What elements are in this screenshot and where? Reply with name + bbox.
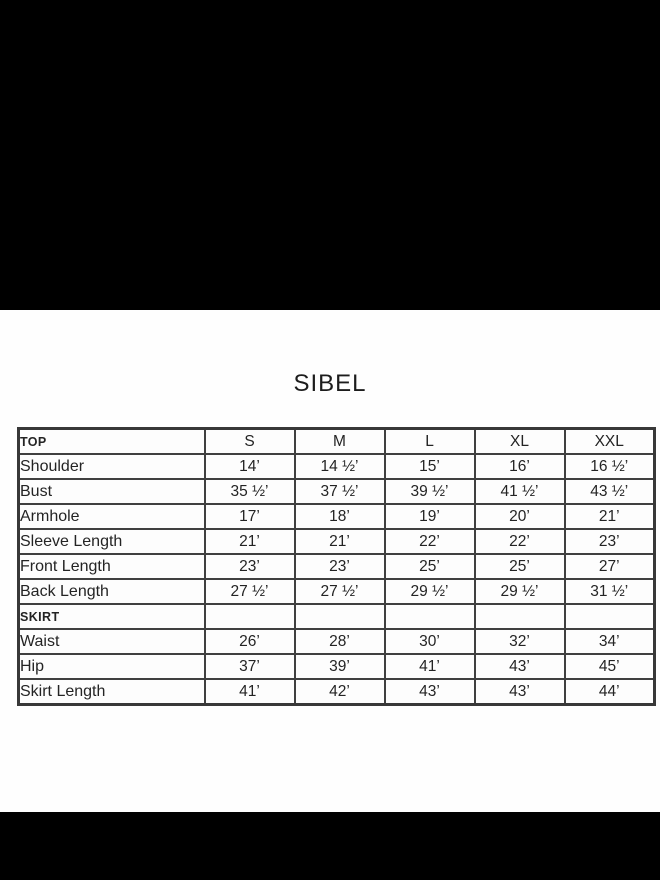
size-value-cell: 25’ bbox=[383, 553, 476, 580]
table-section-row-skirt: SKIRT bbox=[17, 603, 656, 630]
column-header-m: M bbox=[293, 427, 386, 455]
letterbox-bottom bbox=[0, 812, 660, 880]
size-value-cell: 21’ bbox=[293, 528, 386, 555]
size-value-cell: 15’ bbox=[383, 453, 476, 480]
size-value-cell: 16’ bbox=[473, 453, 566, 480]
size-value-cell: 27’ bbox=[563, 553, 656, 580]
table-row-shoulder: Shoulder 14’ 14 ½’ 15’ 16’ 16 ½’ bbox=[17, 453, 656, 480]
row-label: Back Length bbox=[17, 578, 206, 605]
size-value-cell: 41 ½’ bbox=[473, 478, 566, 505]
letterbox-top bbox=[0, 0, 660, 310]
row-label: Shoulder bbox=[17, 453, 206, 480]
size-value-cell: 39’ bbox=[293, 653, 386, 680]
size-value-cell: 22’ bbox=[383, 528, 476, 555]
size-value-cell: 34’ bbox=[563, 628, 656, 655]
column-header-top: TOP bbox=[17, 427, 206, 455]
row-label: Waist bbox=[17, 628, 206, 655]
size-value-cell: 14’ bbox=[203, 453, 296, 480]
table-row-hip: Hip 37’ 39’ 41’ 43’ 45’ bbox=[17, 653, 656, 680]
size-value-cell: 22’ bbox=[473, 528, 566, 555]
column-header-xl: XL bbox=[473, 427, 566, 455]
table-row-armhole: Armhole 17’ 18’ 19’ 20’ 21’ bbox=[17, 503, 656, 530]
size-value-cell: 43’ bbox=[383, 678, 476, 706]
size-value-cell: 35 ½’ bbox=[203, 478, 296, 505]
size-value-cell: 30’ bbox=[383, 628, 476, 655]
row-label: Front Length bbox=[17, 553, 206, 580]
size-value-cell: 21’ bbox=[203, 528, 296, 555]
row-label: Armhole bbox=[17, 503, 206, 530]
empty-cell bbox=[293, 603, 386, 630]
size-value-cell: 37’ bbox=[203, 653, 296, 680]
size-chart-table-wrap: TOP S M L XL XXL Shoulder 14’ 14 ½’ 15’ … bbox=[17, 427, 656, 706]
size-value-cell: 39 ½’ bbox=[383, 478, 476, 505]
empty-cell bbox=[473, 603, 566, 630]
section-label: SKIRT bbox=[17, 603, 206, 630]
size-value-cell: 43’ bbox=[473, 653, 566, 680]
size-value-cell: 37 ½’ bbox=[293, 478, 386, 505]
size-value-cell: 26’ bbox=[203, 628, 296, 655]
row-label: Hip bbox=[17, 653, 206, 680]
size-value-cell: 42’ bbox=[293, 678, 386, 706]
empty-cell bbox=[563, 603, 656, 630]
table-row-bust: Bust 35 ½’ 37 ½’ 39 ½’ 41 ½’ 43 ½’ bbox=[17, 478, 656, 505]
size-value-cell: 18’ bbox=[293, 503, 386, 530]
size-value-cell: 43 ½’ bbox=[563, 478, 656, 505]
row-label: Sleeve Length bbox=[17, 528, 206, 555]
empty-cell bbox=[203, 603, 296, 630]
size-value-cell: 44’ bbox=[563, 678, 656, 706]
size-value-cell: 25’ bbox=[473, 553, 566, 580]
table-row-sleeve-length: Sleeve Length 21’ 21’ 22’ 22’ 23’ bbox=[17, 528, 656, 555]
size-value-cell: 27 ½’ bbox=[203, 578, 296, 605]
size-value-cell: 19’ bbox=[383, 503, 476, 530]
size-value-cell: 41’ bbox=[203, 678, 296, 706]
size-value-cell: 31 ½’ bbox=[563, 578, 656, 605]
table-row-skirt-length: Skirt Length 41’ 42’ 43’ 43’ 44’ bbox=[17, 678, 656, 706]
size-value-cell: 32’ bbox=[473, 628, 566, 655]
table-row-waist: Waist 26’ 28’ 30’ 32’ 34’ bbox=[17, 628, 656, 655]
size-value-cell: 17’ bbox=[203, 503, 296, 530]
table-row-front-length: Front Length 23’ 23’ 25’ 25’ 27’ bbox=[17, 553, 656, 580]
size-value-cell: 29 ½’ bbox=[473, 578, 566, 605]
table-row-back-length: Back Length 27 ½’ 27 ½’ 29 ½’ 29 ½’ 31 ½… bbox=[17, 578, 656, 605]
empty-cell bbox=[383, 603, 476, 630]
size-chart-table: TOP S M L XL XXL Shoulder 14’ 14 ½’ 15’ … bbox=[17, 427, 656, 706]
size-value-cell: 45’ bbox=[563, 653, 656, 680]
size-value-cell: 14 ½’ bbox=[293, 453, 386, 480]
size-value-cell: 20’ bbox=[473, 503, 566, 530]
size-value-cell: 23’ bbox=[293, 553, 386, 580]
size-value-cell: 27 ½’ bbox=[293, 578, 386, 605]
size-value-cell: 29 ½’ bbox=[383, 578, 476, 605]
row-label: Bust bbox=[17, 478, 206, 505]
size-value-cell: 23’ bbox=[203, 553, 296, 580]
column-header-xxl: XXL bbox=[563, 427, 656, 455]
size-value-cell: 21’ bbox=[563, 503, 656, 530]
column-header-s: S bbox=[203, 427, 296, 455]
size-value-cell: 23’ bbox=[563, 528, 656, 555]
size-value-cell: 28’ bbox=[293, 628, 386, 655]
size-value-cell: 41’ bbox=[383, 653, 476, 680]
chart-title: SIBEL bbox=[293, 370, 367, 397]
row-label: Skirt Length bbox=[17, 678, 206, 706]
column-header-l: L bbox=[383, 427, 476, 455]
size-value-cell: 43’ bbox=[473, 678, 566, 706]
table-header-row: TOP S M L XL XXL bbox=[17, 427, 656, 455]
size-value-cell: 16 ½’ bbox=[563, 453, 656, 480]
